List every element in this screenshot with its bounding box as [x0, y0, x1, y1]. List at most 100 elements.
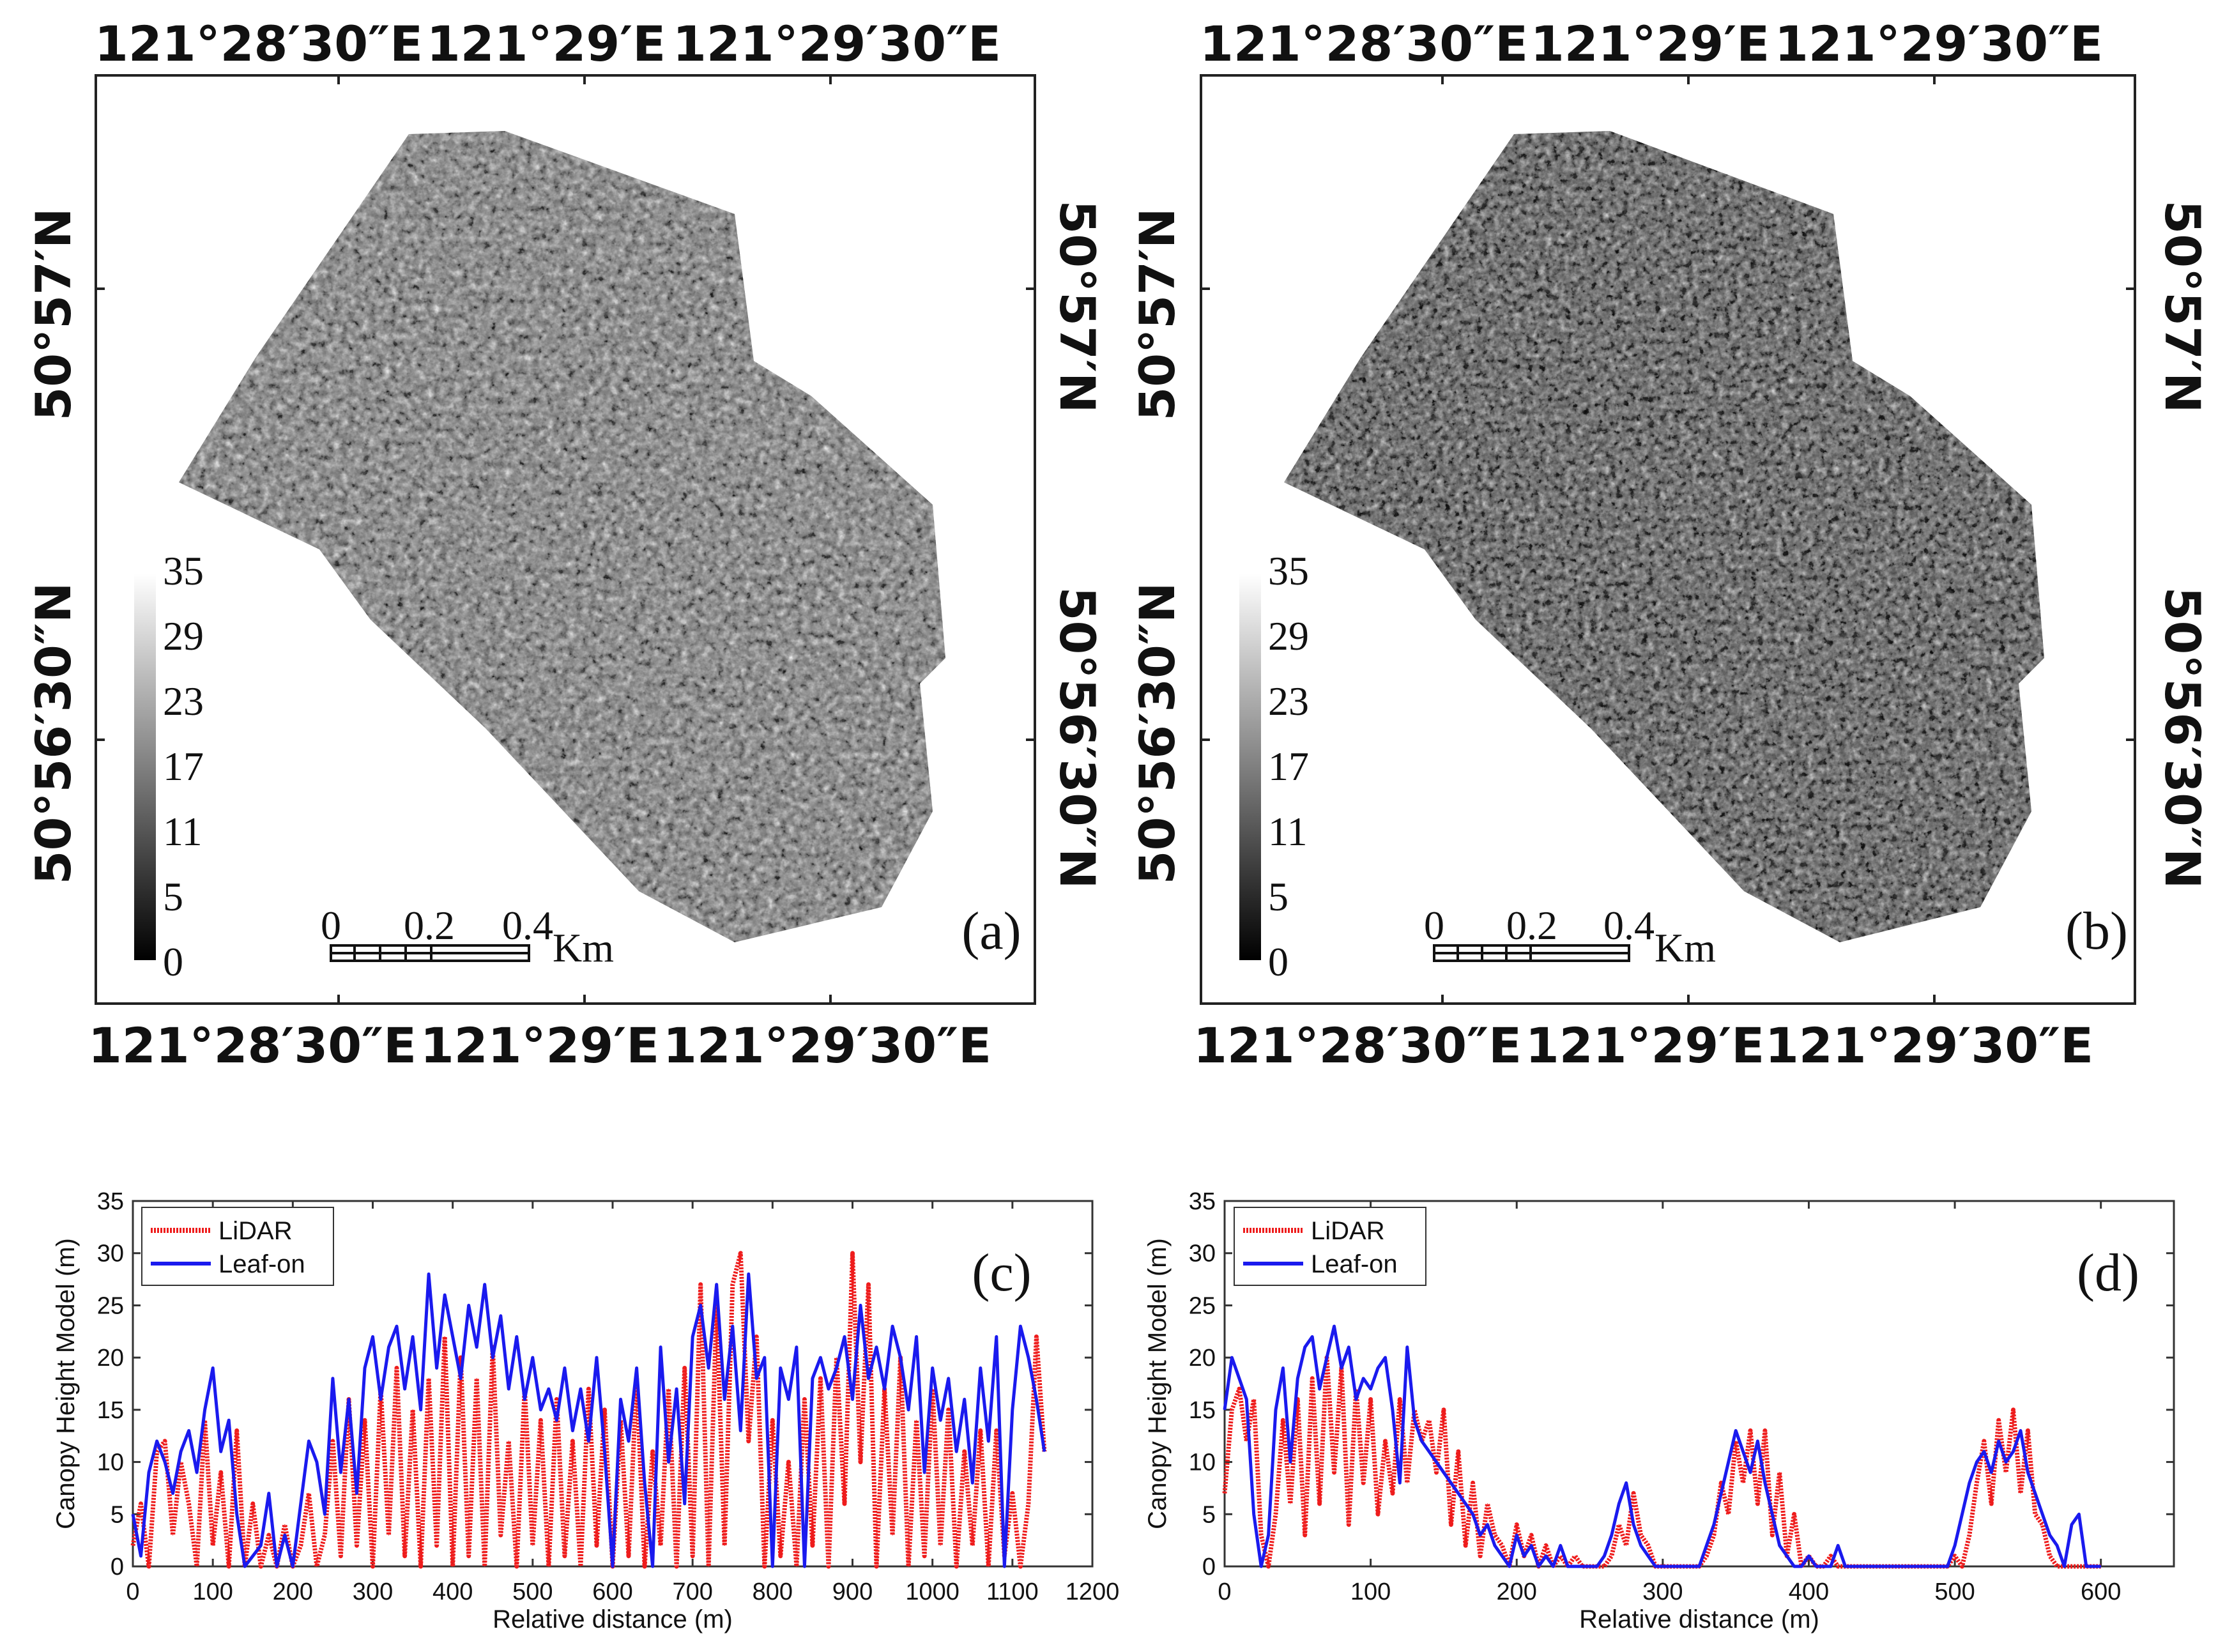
- left-lat-label: 50°57′N: [25, 208, 82, 420]
- data-point: [1494, 1534, 1495, 1536]
- data-point: [1363, 1378, 1364, 1379]
- data-point: [2020, 1430, 2021, 1432]
- data-point: [1487, 1524, 1488, 1526]
- data-point: [284, 1524, 286, 1526]
- data-point: [756, 1336, 757, 1338]
- data-point: [604, 1451, 606, 1452]
- data-point: [1991, 1503, 1992, 1504]
- x-tick-label: 900: [832, 1579, 873, 1605]
- data-point: [772, 1419, 773, 1421]
- x-tick-label: 1000: [905, 1579, 960, 1605]
- series-line-leaf-on: [1223, 1324, 2101, 1568]
- data-point: [524, 1398, 525, 1400]
- data-point: [2042, 1524, 2043, 1526]
- data-point: [596, 1545, 597, 1546]
- x-axis-label: Relative distance (m): [493, 1605, 733, 1633]
- data-point: [692, 1336, 693, 1338]
- data-point: [964, 1451, 965, 1452]
- data-point: [2056, 1545, 2058, 1546]
- data-point: [844, 1336, 845, 1338]
- data-point: [2049, 1534, 2051, 1536]
- data-point: [388, 1534, 390, 1536]
- data-point: [1319, 1503, 1320, 1504]
- colorbar-tick: 35: [1268, 548, 1309, 593]
- data-point: [236, 1513, 238, 1515]
- data-point: [892, 1534, 893, 1536]
- data-point: [940, 1545, 941, 1546]
- data-point: [484, 1284, 486, 1285]
- data-point: [852, 1398, 853, 1400]
- x-tick-label: 100: [192, 1579, 233, 1605]
- data-point: [844, 1503, 845, 1504]
- data-point: [436, 1545, 438, 1546]
- x-tick-label: 500: [1934, 1579, 1975, 1605]
- data-point: [1392, 1493, 1393, 1494]
- data-point: [1706, 1545, 1707, 1546]
- data-point: [1275, 1409, 1276, 1411]
- x-tick-label: 200: [1497, 1579, 1537, 1605]
- x-tick-label: 100: [1350, 1579, 1391, 1605]
- data-point: [700, 1284, 701, 1285]
- y-tick-label: 5: [1202, 1501, 1216, 1528]
- data-point: [356, 1545, 358, 1546]
- scale-tick: 0: [321, 903, 341, 948]
- data-point: [716, 1284, 717, 1285]
- data-point: [724, 1545, 725, 1546]
- data-point: [1764, 1430, 1766, 1432]
- chart-panel-c: 0 100 200 300 400 500 600 700 800 900 1000 1100 1200…: [52, 1188, 1119, 1633]
- scale-tick: 0.2: [1506, 903, 1557, 948]
- data-point: [268, 1534, 270, 1536]
- bottom-lon-label: 121°28′30″E: [1193, 1017, 1522, 1074]
- data-point: [1224, 1493, 1225, 1494]
- data-point: [820, 1378, 821, 1379]
- data-point: [948, 1409, 949, 1411]
- data-point: [132, 1513, 134, 1515]
- data-point: [1297, 1398, 1298, 1400]
- y-axis-label: Canopy Height Model (m): [1143, 1238, 1172, 1529]
- data-point: [172, 1534, 174, 1536]
- colorbar-tick: 5: [1268, 874, 1288, 919]
- data-point: [1465, 1503, 1466, 1504]
- data-point: [700, 1304, 701, 1306]
- legend-box: [1234, 1207, 1426, 1286]
- data-point: [804, 1398, 805, 1400]
- data-point: [372, 1336, 374, 1338]
- data-point: [1545, 1545, 1547, 1546]
- x-tick-label: 0: [126, 1579, 139, 1605]
- data-point: [996, 1430, 997, 1432]
- y-tick-label: 20: [1189, 1345, 1216, 1372]
- data-point: [908, 1409, 909, 1411]
- y-tick-label: 5: [111, 1501, 124, 1528]
- scale-tick: 0.4: [502, 903, 553, 948]
- data-point: [1224, 1409, 1225, 1411]
- data-point: [652, 1451, 654, 1452]
- data-point: [1640, 1534, 1642, 1536]
- data-point: [300, 1503, 302, 1504]
- colorbar-tick: 17: [163, 744, 204, 789]
- data-point: [1771, 1513, 1773, 1515]
- data-point: [300, 1545, 302, 1546]
- data-point: [1275, 1513, 1276, 1515]
- data-point: [356, 1493, 358, 1494]
- colorbar: [1239, 574, 1261, 960]
- top-lon-label: 121°28′30″E: [1200, 15, 1528, 72]
- data-point: [132, 1545, 134, 1546]
- colorbar: [134, 574, 156, 960]
- data-point: [364, 1419, 365, 1421]
- data-point: [468, 1304, 470, 1306]
- data-point: [500, 1315, 501, 1317]
- data-point: [812, 1378, 813, 1379]
- data-point: [1443, 1409, 1444, 1411]
- data-point: [948, 1378, 949, 1379]
- y-tick-label: 15: [1189, 1397, 1216, 1424]
- x-tick-label: 700: [672, 1579, 712, 1605]
- x-tick-label: 500: [512, 1579, 553, 1605]
- colorbar-tick: 0: [163, 939, 183, 984]
- colorbar-tick: 35: [163, 548, 204, 593]
- data-point: [812, 1545, 813, 1546]
- x-tick-label: 1100: [986, 1579, 1039, 1605]
- data-point: [1012, 1493, 1013, 1494]
- data-point: [956, 1451, 957, 1452]
- data-point: [1720, 1493, 1722, 1494]
- data-point: [1771, 1534, 1773, 1536]
